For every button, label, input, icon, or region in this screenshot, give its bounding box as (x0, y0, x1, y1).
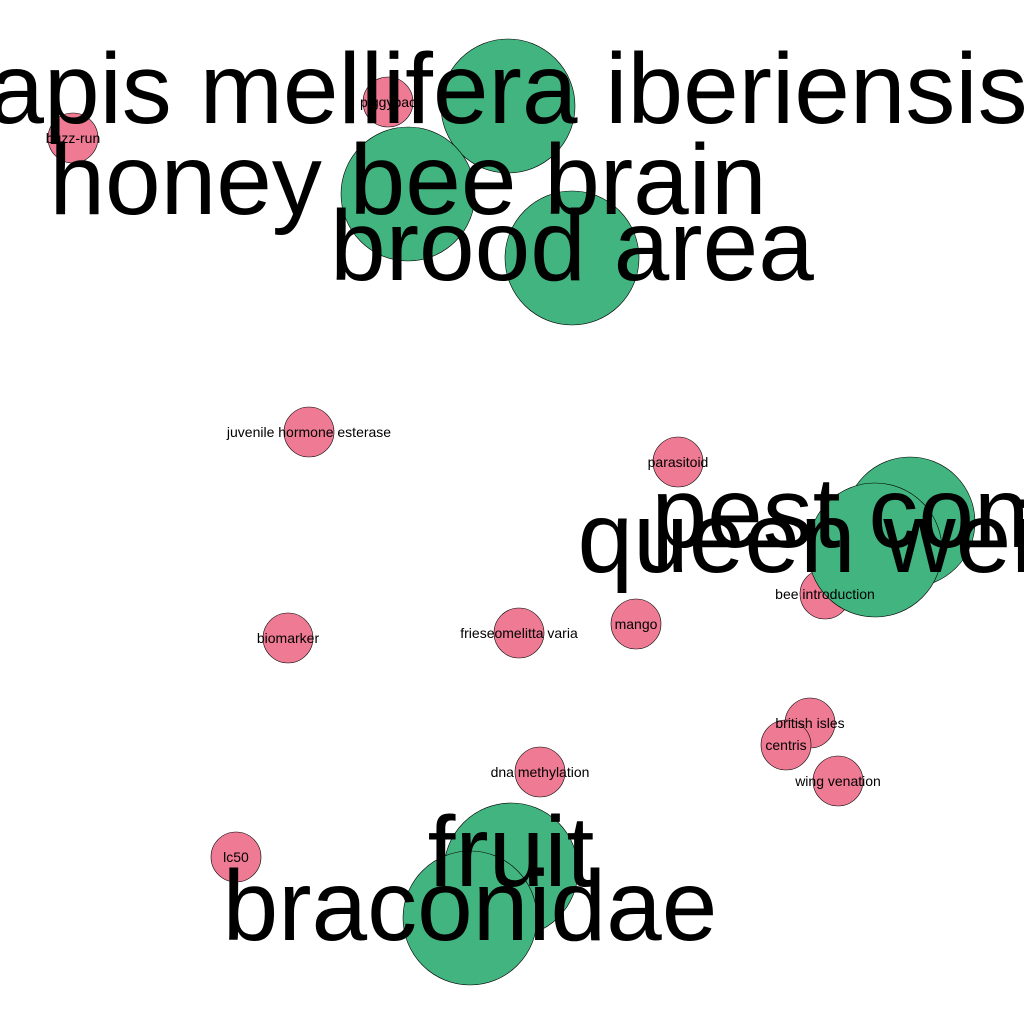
node-circles (47, 38, 976, 986)
node-frieseomelitta-varia (493, 607, 545, 659)
node-label-parasitoid: parasitoid (648, 454, 709, 470)
node-parasitoid (652, 436, 704, 488)
node-mango (610, 598, 662, 650)
node-piggybac (362, 76, 414, 128)
node-label-brood-area: brood area (330, 190, 814, 302)
node-label-centris: centris (765, 737, 806, 753)
node-wing-venation (812, 755, 864, 807)
node-honey-bee-brain (340, 126, 476, 262)
node-label-frieseomelitta-varia: frieseomelitta varia (460, 625, 578, 641)
node-label-wing-venation: wing venation (794, 773, 881, 789)
node-brood-area (504, 190, 640, 326)
node-apis-mellifera-iberiensis (440, 38, 576, 174)
node-label-juvenile-hormone-esterase: juvenile hormone esterase (226, 424, 391, 440)
node-label-queen-weight: queen weight (578, 482, 1024, 594)
node-centris (760, 719, 812, 771)
node-label-apis-mellifera-iberiensis: apis mellifera iberiensis (0, 33, 1024, 145)
node-label-british-isles: british isles (775, 715, 844, 731)
node-biomarker (262, 612, 314, 664)
node-label-piggybac: piggybac (360, 94, 416, 110)
node-buzz-run (47, 112, 99, 164)
node-queen-weight (807, 482, 943, 618)
node-label-bee-introduction: bee introduction (775, 586, 875, 602)
node-braconidae (402, 850, 538, 986)
node-label-biomarker: biomarker (257, 630, 320, 646)
node-label-dna-methylation: dna methylation (491, 764, 590, 780)
node-lc50 (210, 831, 262, 883)
node-label-pest-control: pest control (652, 457, 1024, 569)
node-label-braconidae: braconidae (223, 850, 718, 962)
node-label-fruit: fruit (428, 796, 595, 908)
node-juvenile-hormone-esterase (283, 406, 335, 458)
node-label-honey-bee-brain: honey bee brain (49, 124, 766, 236)
node-dna-methylation (514, 746, 566, 798)
node-label-lc50: lc50 (223, 849, 249, 865)
node-label-mango: mango (615, 616, 658, 632)
node-label-buzz-run: buzz-run (46, 130, 100, 146)
